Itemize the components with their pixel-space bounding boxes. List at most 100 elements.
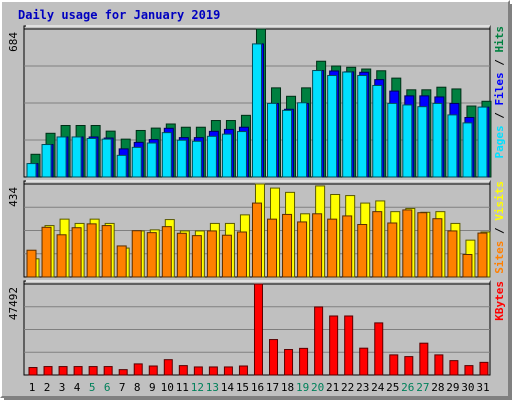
bar-sites-day-16 xyxy=(251,202,262,278)
bar-sites-day-27 xyxy=(417,212,428,278)
bar-sites-day-12 xyxy=(191,235,202,278)
bar-kbytes-day-7 xyxy=(118,369,128,376)
bar-pages-day-28 xyxy=(432,102,443,178)
frame-shadow-right xyxy=(510,4,512,400)
bar-sites-day-1 xyxy=(26,249,37,278)
bar-sites-day-11 xyxy=(176,232,187,278)
bar-pages-day-15 xyxy=(236,131,247,178)
bar-sites-day-17 xyxy=(267,218,278,278)
bar-pages-day-23 xyxy=(357,75,368,178)
x-tick-label-17: 17 xyxy=(266,381,279,394)
bar-pages-day-16 xyxy=(251,43,262,178)
bar-kbytes-day-17 xyxy=(269,339,279,376)
x-tick-label-1: 1 xyxy=(29,381,36,394)
x-tick-label-3: 3 xyxy=(59,381,66,394)
bar-sites-day-26 xyxy=(402,209,413,278)
bar-sites-day-23 xyxy=(357,224,368,278)
bar-pages-day-30 xyxy=(462,122,473,178)
y-max-label: 434 xyxy=(7,187,20,207)
x-tick-label-13: 13 xyxy=(206,381,219,394)
bar-sites-day-30 xyxy=(462,254,473,278)
legend-segment: KBytes xyxy=(493,281,506,321)
x-tick-label-7: 7 xyxy=(119,381,126,394)
bar-pages-day-2 xyxy=(41,144,52,178)
x-tick-label-16: 16 xyxy=(251,381,264,394)
bar-pages-day-26 xyxy=(402,104,413,178)
x-tick-label-15: 15 xyxy=(236,381,249,394)
series-legend: Sites / Visits xyxy=(493,181,506,274)
bar-kbytes-day-21 xyxy=(329,315,339,376)
bar-kbytes-day-4 xyxy=(73,366,83,376)
bar-kbytes-day-6 xyxy=(103,366,113,376)
bar-sites-day-5 xyxy=(86,223,97,278)
bar-sites-day-29 xyxy=(447,230,458,278)
x-tick-label-4: 4 xyxy=(74,381,81,394)
legend-segment: / xyxy=(493,106,506,126)
bar-pages-day-17 xyxy=(267,102,278,178)
bar-kbytes-day-22 xyxy=(344,315,354,376)
x-tick-label-26: 26 xyxy=(401,381,414,394)
bar-kbytes-day-5 xyxy=(88,366,98,376)
bar-sites-day-18 xyxy=(282,213,293,278)
x-tick-label-14: 14 xyxy=(221,381,235,394)
bar-sites-day-28 xyxy=(432,218,443,278)
bar-pages-day-13 xyxy=(206,135,217,178)
panel-kbytes: 47492 KBytes xyxy=(7,280,506,376)
bar-kbytes-day-24 xyxy=(374,322,384,376)
bar-kbytes-day-13 xyxy=(208,366,218,376)
panel-visits-sites: 434 Sites / Visits xyxy=(7,180,506,278)
bar-kbytes-day-31 xyxy=(479,361,489,376)
bar-kbytes-day-1 xyxy=(28,367,38,376)
bar-sites-day-25 xyxy=(387,222,398,278)
bar-pages-day-8 xyxy=(131,146,142,178)
bar-sites-day-21 xyxy=(327,218,338,278)
bar-sites-day-15 xyxy=(236,231,247,278)
x-tick-label-21: 21 xyxy=(326,381,339,394)
bar-sites-day-24 xyxy=(372,211,383,278)
bar-sites-day-4 xyxy=(71,227,82,278)
bar-pages-day-9 xyxy=(146,142,157,178)
x-tick-label-10: 10 xyxy=(161,381,174,394)
bar-pages-day-27 xyxy=(417,106,428,178)
legend-segment: Files xyxy=(493,72,506,105)
bar-sites-day-20 xyxy=(312,213,323,278)
legend-segment: Pages xyxy=(493,125,506,158)
bar-sites-day-14 xyxy=(221,234,232,278)
bar-kbytes-day-15 xyxy=(238,365,248,376)
legend-segment: / xyxy=(493,53,506,73)
x-tick-label-30: 30 xyxy=(461,381,474,394)
bar-kbytes-day-26 xyxy=(404,356,414,376)
bar-kbytes-day-20 xyxy=(314,306,324,376)
bar-pages-day-6 xyxy=(101,138,112,178)
bar-kbytes-day-2 xyxy=(43,366,53,376)
x-tick-label-9: 9 xyxy=(149,381,156,394)
series-legend: KBytes xyxy=(493,281,506,321)
bar-pages-day-20 xyxy=(312,70,323,178)
x-tick-label-12: 12 xyxy=(191,381,204,394)
bar-sites-day-7 xyxy=(116,245,127,278)
bar-pages-day-3 xyxy=(56,136,67,178)
chart-title: Daily usage for January 2019 xyxy=(18,8,220,22)
legend-segment: Sites xyxy=(493,241,506,274)
bar-sites-day-8 xyxy=(131,230,142,278)
legend-segment: Visits xyxy=(493,181,506,221)
bar-sites-day-3 xyxy=(56,234,67,278)
x-tick-label-6: 6 xyxy=(104,381,111,394)
panel-hits-files-pages: 684 Pages / Files / Hits xyxy=(7,25,506,178)
bar-sites-day-19 xyxy=(297,221,308,278)
bar-kbytes-day-9 xyxy=(148,365,158,376)
bar-pages-day-10 xyxy=(161,132,172,178)
x-tick-label-28: 28 xyxy=(431,381,444,394)
bar-sites-day-31 xyxy=(477,232,488,278)
legend-segment: / xyxy=(493,221,506,241)
x-tick-label-25: 25 xyxy=(386,381,399,394)
bar-sites-day-6 xyxy=(101,225,112,278)
x-tick-label-19: 19 xyxy=(296,381,309,394)
bar-kbytes-day-10 xyxy=(163,359,173,376)
bar-sites-day-9 xyxy=(146,232,157,278)
x-tick-label-18: 18 xyxy=(281,381,294,394)
x-tick-label-5: 5 xyxy=(89,381,96,394)
bar-kbytes-day-28 xyxy=(434,354,444,376)
legend-segment: Hits xyxy=(493,26,506,53)
